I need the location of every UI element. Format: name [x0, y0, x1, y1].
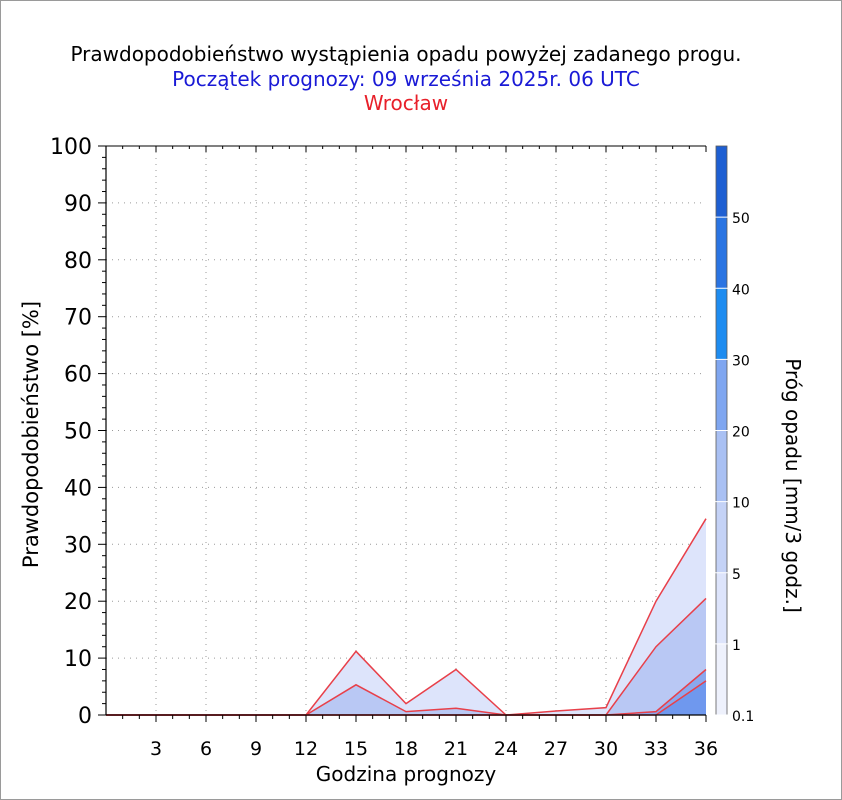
colorbar-label: Próg opadu [mm/3 godz.] — [781, 358, 805, 613]
y-tick-label: 70 — [64, 306, 92, 331]
colorbar-band — [716, 217, 727, 289]
x-tick-label: 24 — [494, 738, 518, 760]
x-tick-label: 9 — [250, 738, 262, 760]
y-axis-label: Prawdopodobieństwo [%] — [19, 301, 43, 568]
colorbar-band — [716, 288, 727, 360]
y-tick-label: 0 — [78, 704, 92, 729]
colorbar-tick-label: 1 — [732, 638, 741, 654]
colorbar-tick-label: 50 — [732, 211, 750, 227]
area-threshold-1 — [106, 598, 706, 715]
colorbar-band — [716, 430, 727, 502]
colorbar-band — [716, 359, 727, 431]
y-tick-label: 10 — [64, 647, 92, 672]
colorbar-tick-label: 10 — [732, 496, 750, 512]
y-tick-label: 20 — [64, 590, 92, 615]
colorbar-tick-label: 20 — [732, 425, 750, 441]
y-tick-label: 50 — [64, 420, 92, 445]
y-tick-label: 80 — [64, 249, 92, 274]
x-tick-label: 15 — [344, 738, 368, 760]
x-tick-label: 18 — [394, 738, 418, 760]
x-tick-label: 12 — [294, 738, 318, 760]
x-tick-label: 36 — [694, 738, 718, 760]
colorbar-tick-label: 5 — [732, 567, 741, 583]
x-tick-label: 33 — [644, 738, 668, 760]
x-axis-label: Godzina prognozy — [316, 762, 497, 786]
y-tick-label: 60 — [64, 363, 92, 388]
colorbar-band — [716, 146, 727, 218]
colorbar: 0.1 1 5 10 20 30 40 50 — [714, 145, 754, 725]
colorbar-tick-label: 40 — [732, 282, 750, 298]
colorbar-band — [716, 572, 727, 644]
colorbar-tick-label: 0.1 — [732, 709, 754, 725]
x-tick-label: 21 — [444, 738, 468, 760]
colorbar-tick-label: 30 — [732, 353, 750, 369]
y-tick-label: 30 — [64, 533, 92, 558]
chart-title: Prawdopodobieństwo wystąpienia opadu pow… — [70, 42, 742, 66]
colorbar-band — [716, 643, 727, 715]
colorbar-band — [716, 501, 727, 573]
x-tick-label: 27 — [544, 738, 568, 760]
y-tick-label: 40 — [64, 476, 92, 501]
x-tick-label: 30 — [594, 738, 618, 760]
forecast-start-subtitle: Początek prognozy: 09 września 2025r. 06… — [172, 67, 640, 91]
x-tick-label: 3 — [150, 738, 162, 760]
station-name: Wrocław — [363, 91, 449, 115]
y-tick-label: 100 — [50, 135, 92, 160]
x-tick-label: 6 — [200, 738, 212, 760]
y-tick-label: 90 — [64, 192, 92, 217]
